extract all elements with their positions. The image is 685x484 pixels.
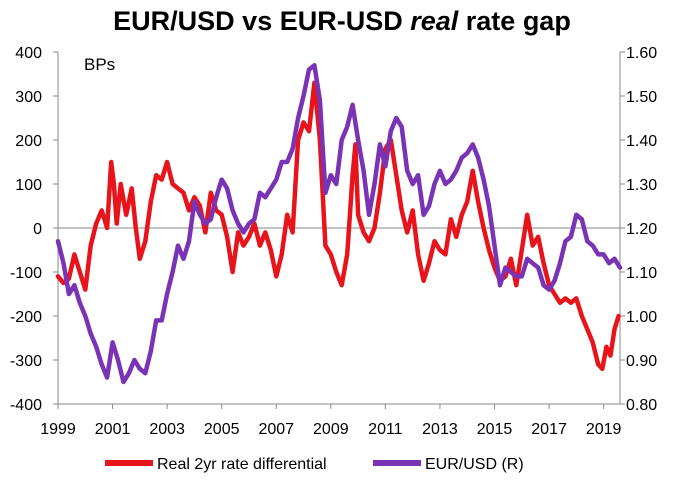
right-tick-label: 1.40	[626, 133, 657, 150]
right-tick-label: 1.10	[626, 265, 657, 282]
x-tick-label: 1999	[40, 421, 76, 438]
right-tick-label: 1.30	[626, 177, 657, 194]
left-tick-label: -400	[10, 397, 42, 414]
right-tick-label: 0.90	[626, 353, 657, 370]
legend-label-1: Real 2yr rate differential	[157, 456, 327, 473]
left-tick-label: 300	[15, 89, 42, 106]
x-tick-label: 2013	[422, 421, 458, 438]
x-tick-label: 2007	[258, 421, 294, 438]
left-tick-label: -200	[10, 309, 42, 326]
chart-title-part-3: rate gap	[458, 6, 571, 36]
series-line-1	[55, 80, 621, 372]
right-tick-label: 0.80	[626, 397, 657, 414]
x-tick-label: 2003	[149, 421, 185, 438]
left-tick-label: 0	[33, 221, 42, 238]
unit-label: BPs	[84, 55, 115, 74]
series-line-2	[55, 62, 623, 385]
left-tick-label: -100	[10, 265, 42, 282]
left-tick-label: 200	[15, 133, 42, 150]
x-tick-label: 2009	[313, 421, 349, 438]
left-tick-label: 100	[15, 177, 42, 194]
right-tick-label: 1.00	[626, 309, 657, 326]
left-tick-label: -300	[10, 353, 42, 370]
x-tick-label: 2019	[586, 421, 622, 438]
x-tick-label: 2001	[95, 421, 131, 438]
left-tick-label: 400	[15, 45, 42, 62]
x-tick-label: 2011	[368, 421, 403, 438]
legend-label-2: EUR/USD (R)	[425, 456, 524, 473]
x-tick-label: 2005	[204, 421, 240, 438]
chart-title-part-2: real	[410, 6, 459, 36]
x-tick-label: 2017	[531, 421, 567, 438]
right-tick-label: 1.50	[626, 89, 657, 106]
plot-area: 400 300 200 100 0 -100 -200 -300 -400 1.60 1.50 1.4…	[10, 45, 657, 438]
x-tick-label: 2015	[477, 421, 513, 438]
chart-title-part-1: EUR/USD vs EUR-USD	[113, 6, 410, 36]
legend: Real 2yr rate differential EUR/USD (R)	[105, 456, 524, 473]
chart-title: EUR/USD vs EUR-USD real rate gap	[113, 6, 571, 36]
right-tick-label: 1.20	[626, 221, 657, 238]
right-tick-label: 1.60	[626, 45, 657, 62]
